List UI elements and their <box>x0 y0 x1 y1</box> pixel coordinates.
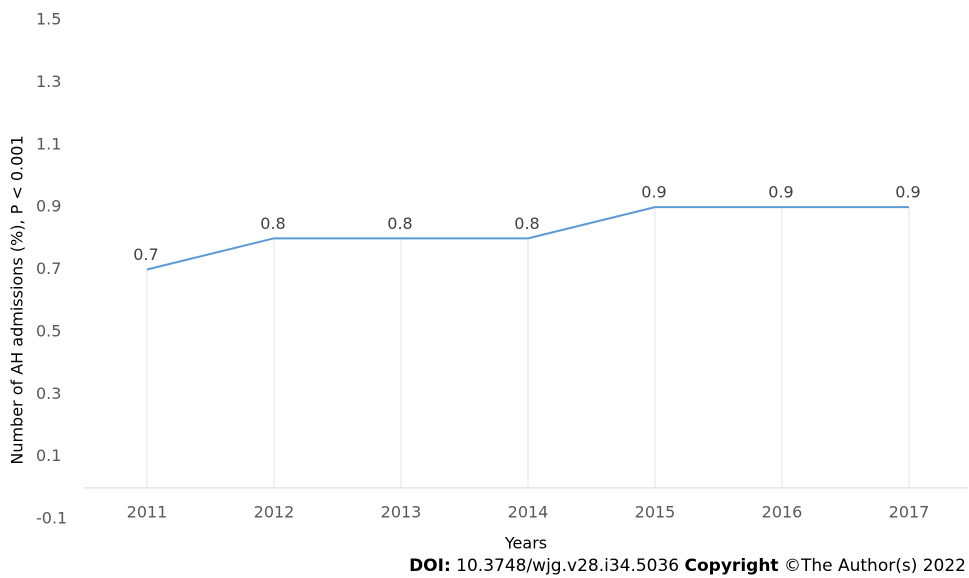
x-tick-label: 2017 <box>889 503 930 522</box>
series-line <box>146 206 909 271</box>
x-tick-label: 2011 <box>127 503 168 522</box>
x-tick-label: 2013 <box>381 503 422 522</box>
y-axis-title: Number of AH admissions (%), P < 0.001 <box>8 135 27 464</box>
y-tick-label: 1.1 <box>36 134 61 153</box>
data-label: 0.7 <box>133 245 158 264</box>
data-label: 0.8 <box>514 214 539 233</box>
data-label: 0.9 <box>768 183 793 202</box>
data-label: 0.8 <box>387 214 412 233</box>
y-tick-label: 0.9 <box>36 197 61 216</box>
x-tick-label: 2014 <box>508 503 549 522</box>
doi: 10.3748/wjg.v28.i34.5036 <box>456 556 679 576</box>
footer: DOI: 10.3748/wjg.v28.i34.5036 Copyright … <box>409 556 966 576</box>
x-tick-label: 2015 <box>635 503 676 522</box>
doi-label: DOI: <box>409 556 451 576</box>
x-tick-label: 2016 <box>762 503 803 522</box>
y-tick-label: 0.5 <box>36 321 61 340</box>
y-tick-label: -0.1 <box>36 509 67 528</box>
copyright-label: Copyright <box>685 556 779 576</box>
y-tick-label: 1.5 <box>36 10 61 29</box>
y-tick-label: 0.7 <box>36 259 61 278</box>
data-label: 0.9 <box>895 183 920 202</box>
copyright: ©The Author(s) 2022 <box>784 556 966 576</box>
y-tick-label: 0.1 <box>36 446 61 465</box>
data-label: 0.8 <box>260 214 285 233</box>
data-label: 0.9 <box>641 183 666 202</box>
x-axis-title: Years <box>504 534 547 553</box>
y-tick-label: 1.3 <box>36 72 61 91</box>
x-tick-label: 2012 <box>254 503 295 522</box>
y-tick-label: 0.3 <box>36 384 61 403</box>
